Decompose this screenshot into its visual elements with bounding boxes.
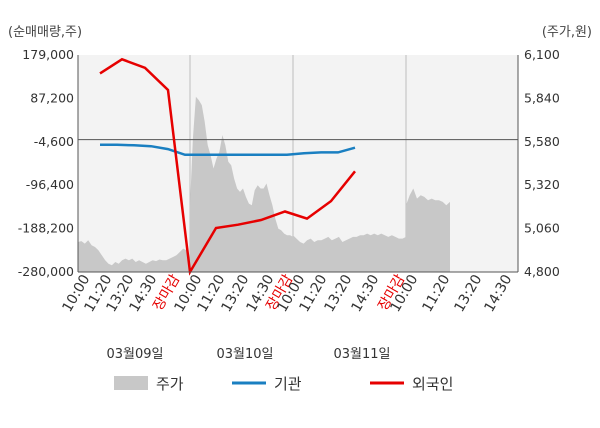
- legend: 주가 기관 외국인: [114, 375, 453, 393]
- right-tick-label: 5,840: [524, 90, 560, 105]
- right-tick-label: 5,060: [524, 221, 560, 236]
- series-institution-line: [100, 143, 356, 157]
- left-tick-label: -4,600: [34, 134, 74, 149]
- x-tick-label: 11:20: [419, 272, 453, 315]
- day-label: 03월10일: [216, 347, 273, 362]
- right-tick-label: 5,580: [524, 134, 560, 149]
- right-tick-label: 5,320: [524, 177, 560, 192]
- right-axis-unit: (주가,원): [542, 25, 592, 40]
- right-axis-ticks: 6,100 5,840 5,580 5,320 5,060 4,800: [524, 47, 560, 279]
- day-labels: 03월09일 03월10일 03월11일: [106, 347, 390, 362]
- axis-frame: [77, 55, 519, 273]
- x-tick-label: 14:30: [481, 272, 515, 315]
- left-axis-unit: (순매매량,주): [8, 25, 82, 40]
- right-tick-label: 6,100: [524, 47, 560, 62]
- legend-price-label: 주가: [156, 375, 184, 393]
- x-tick-label: 14:30: [348, 272, 382, 315]
- day-label: 03월11일: [333, 347, 390, 362]
- left-tick-label: -280,000: [18, 264, 74, 279]
- left-tick-label: 179,000: [22, 47, 74, 62]
- legend-foreign-label: 외국인: [412, 375, 453, 393]
- x-tick-label: 13:20: [451, 272, 485, 315]
- left-tick-label: 87,200: [30, 90, 74, 105]
- left-tick-label: -96,400: [26, 177, 74, 192]
- legend-price-swatch: [114, 376, 148, 390]
- left-tick-label: -188,200: [18, 221, 74, 236]
- series-price-area: [78, 96, 450, 272]
- left-axis-ticks: 179,000 87,200 -4,600 -96,400 -188,200 -280,0…: [18, 47, 74, 279]
- series-foreign-line: [99, 57, 356, 276]
- legend-institution-label: 기관: [274, 375, 302, 393]
- plot-area-background: [78, 55, 518, 272]
- right-tick-label: 4,800: [524, 264, 560, 279]
- x-axis-ticks: 10:0011:2013:2014:30장마감10:0011:2013:2014…: [59, 272, 515, 315]
- day-label: 03월09일: [106, 347, 163, 362]
